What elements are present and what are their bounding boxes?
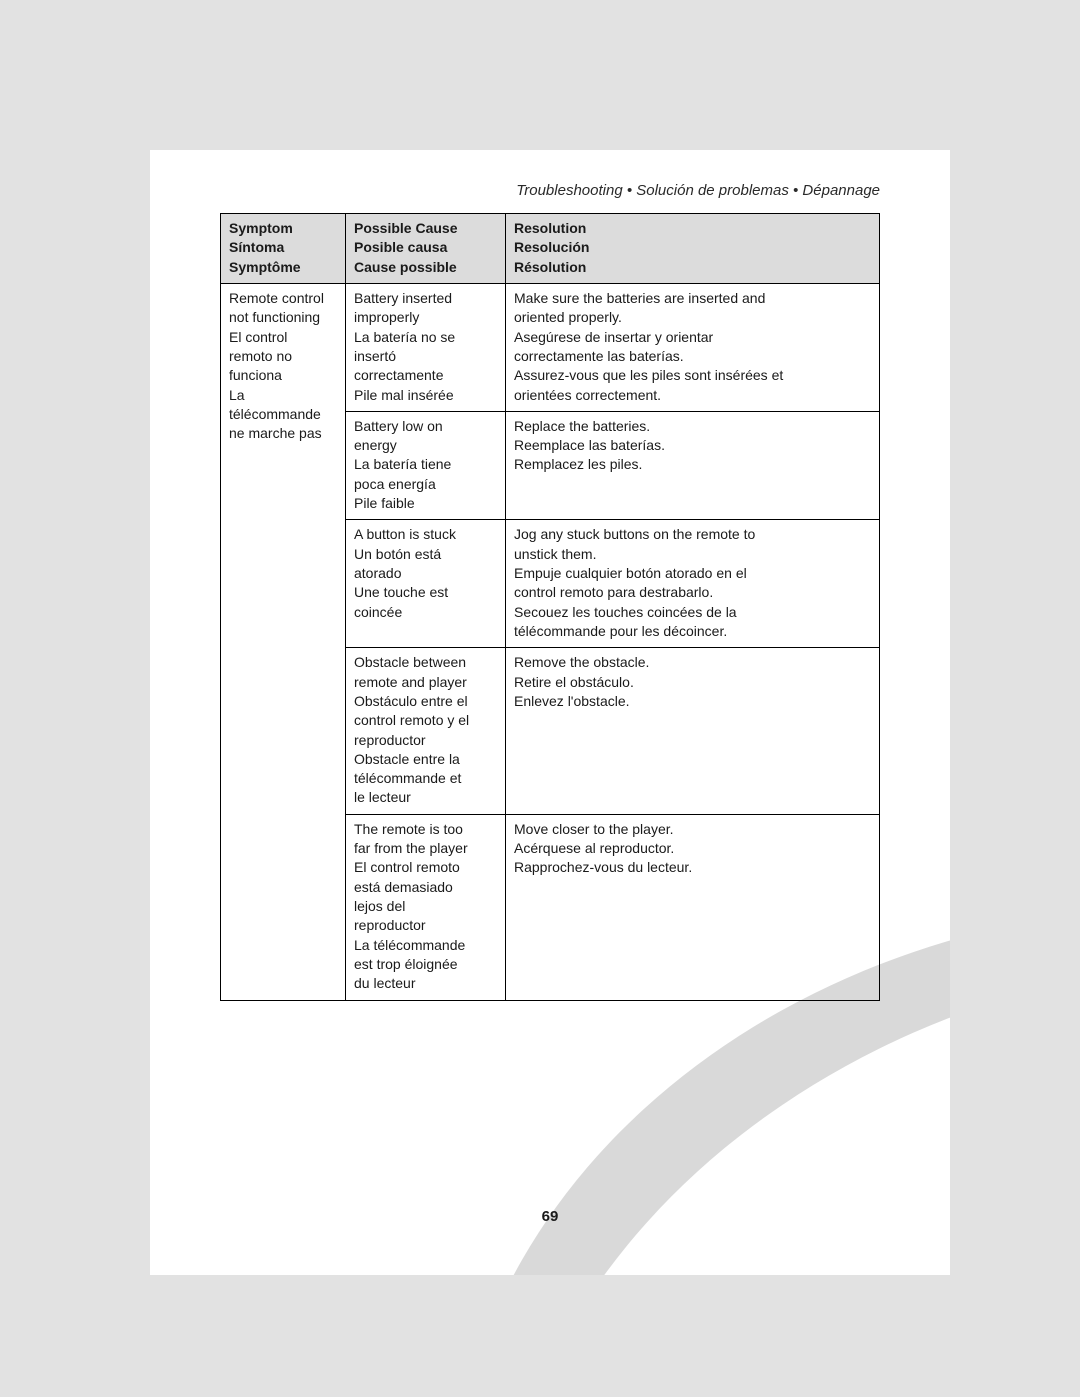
cause-line: Pile faible xyxy=(354,494,497,513)
cause-line: est trop éloignée xyxy=(354,955,497,974)
cause-line: La batería no se xyxy=(354,328,497,347)
symptom-line: Remote control xyxy=(229,289,337,308)
resolution-cell: Make sure the batteries are inserted and… xyxy=(506,283,880,411)
cause-line: Battery inserted xyxy=(354,289,497,308)
cause-line: control remoto y el xyxy=(354,711,497,730)
troubleshooting-table: Symptom Síntoma Symptôme Possible Cause … xyxy=(220,213,880,1001)
resolution-line: Make sure the batteries are inserted and xyxy=(514,289,871,308)
symptom-line: funciona xyxy=(229,366,337,385)
cause-line: energy xyxy=(354,436,497,455)
resolution-line: Reemplace las baterías. xyxy=(514,436,871,455)
resolution-line: Rapprochez-vous du lecteur. xyxy=(514,858,871,877)
cause-line: le lecteur xyxy=(354,788,497,807)
cause-line: Obstáculo entre el xyxy=(354,692,497,711)
cause-line: correctamente xyxy=(354,366,497,385)
resolution-line: Asegúrese de insertar y orientar xyxy=(514,328,871,347)
resolution-line: Empuje cualquier botón atorado en el xyxy=(514,564,871,583)
table-row: Remote control not functioning El contro… xyxy=(221,283,880,411)
col-header-text: Possible Cause xyxy=(354,219,497,238)
col-header-text: Posible causa xyxy=(354,238,497,257)
cause-line: La batería tiene xyxy=(354,455,497,474)
section-header: Troubleshooting • Solución de problemas … xyxy=(220,182,880,199)
cause-cell: The remote is too far from the player El… xyxy=(346,814,506,1000)
resolution-line: Remove the obstacle. xyxy=(514,653,871,672)
cause-line: Battery low on xyxy=(354,417,497,436)
symptom-line: La xyxy=(229,386,337,405)
cause-cell: A button is stuck Un botón está atorado … xyxy=(346,520,506,648)
symptom-line: El control xyxy=(229,328,337,347)
symptom-cell: Remote control not functioning El contro… xyxy=(221,283,346,1000)
resolution-line: Secouez les touches coincées de la xyxy=(514,603,871,622)
symptom-line: remoto no xyxy=(229,347,337,366)
resolution-line: Retire el obstáculo. xyxy=(514,673,871,692)
cause-cell: Battery low on energy La batería tiene p… xyxy=(346,411,506,520)
resolution-line: Enlevez l'obstacle. xyxy=(514,692,871,711)
page-number: 69 xyxy=(150,1208,950,1225)
cause-line: reproductor xyxy=(354,731,497,750)
symptom-line: not functioning xyxy=(229,308,337,327)
cause-line: insertó xyxy=(354,347,497,366)
resolution-line: télécommande pour les décoincer. xyxy=(514,622,871,641)
resolution-line: control remoto para destrabarlo. xyxy=(514,583,871,602)
resolution-line: Remplacez les piles. xyxy=(514,455,871,474)
cause-line: Obstacle entre la xyxy=(354,750,497,769)
cause-line: A button is stuck xyxy=(354,525,497,544)
cause-line: lejos del xyxy=(354,897,497,916)
cause-line: Un botón está xyxy=(354,545,497,564)
resolution-cell: Move closer to the player. Acérquese al … xyxy=(506,814,880,1000)
resolution-line: correctamente las baterías. xyxy=(514,347,871,366)
resolution-cell: Jog any stuck buttons on the remote to u… xyxy=(506,520,880,648)
table-header-row: Symptom Síntoma Symptôme Possible Cause … xyxy=(221,214,880,284)
resolution-line: Move closer to the player. xyxy=(514,820,871,839)
col-header-cause: Possible Cause Posible causa Cause possi… xyxy=(346,214,506,284)
page-content: Troubleshooting • Solución de problemas … xyxy=(150,150,950,1001)
cause-line: remote and player xyxy=(354,673,497,692)
cause-cell: Obstacle between remote and player Obstá… xyxy=(346,648,506,815)
col-header-text: Resolution xyxy=(514,219,871,238)
symptom-line: ne marche pas xyxy=(229,424,337,443)
cause-line: improperly xyxy=(354,308,497,327)
col-header-text: Resolución xyxy=(514,238,871,257)
cause-line: La télécommande xyxy=(354,936,497,955)
cause-line: El control remoto xyxy=(354,858,497,877)
resolution-cell: Replace the batteries. Reemplace las bat… xyxy=(506,411,880,520)
col-header-resolution: Resolution Resolución Résolution xyxy=(506,214,880,284)
resolution-line: Assurez-vous que les piles sont insérées… xyxy=(514,366,871,385)
resolution-line: orientées correctement. xyxy=(514,386,871,405)
document-page: Troubleshooting • Solución de problemas … xyxy=(150,150,950,1275)
cause-line: coincée xyxy=(354,603,497,622)
cause-line: Obstacle between xyxy=(354,653,497,672)
cause-line: The remote is too xyxy=(354,820,497,839)
cause-line: poca energía xyxy=(354,475,497,494)
cause-line: atorado xyxy=(354,564,497,583)
resolution-line: Jog any stuck buttons on the remote to xyxy=(514,525,871,544)
col-header-text: Résolution xyxy=(514,258,871,277)
cause-line: Pile mal insérée xyxy=(354,386,497,405)
symptom-line: télécommande xyxy=(229,405,337,424)
col-header-symptom: Symptom Síntoma Symptôme xyxy=(221,214,346,284)
resolution-line: Replace the batteries. xyxy=(514,417,871,436)
resolution-line: oriented properly. xyxy=(514,308,871,327)
cause-line: du lecteur xyxy=(354,974,497,993)
col-header-text: Symptôme xyxy=(229,258,337,277)
cause-cell: Battery inserted improperly La batería n… xyxy=(346,283,506,411)
col-header-text: Symptom xyxy=(229,219,337,238)
cause-line: reproductor xyxy=(354,916,497,935)
resolution-line: unstick them. xyxy=(514,545,871,564)
cause-line: far from the player xyxy=(354,839,497,858)
col-header-text: Cause possible xyxy=(354,258,497,277)
col-header-text: Síntoma xyxy=(229,238,337,257)
cause-line: télécommande et xyxy=(354,769,497,788)
resolution-cell: Remove the obstacle. Retire el obstáculo… xyxy=(506,648,880,815)
cause-line: Une touche est xyxy=(354,583,497,602)
cause-line: está demasiado xyxy=(354,878,497,897)
resolution-line: Acérquese al reproductor. xyxy=(514,839,871,858)
